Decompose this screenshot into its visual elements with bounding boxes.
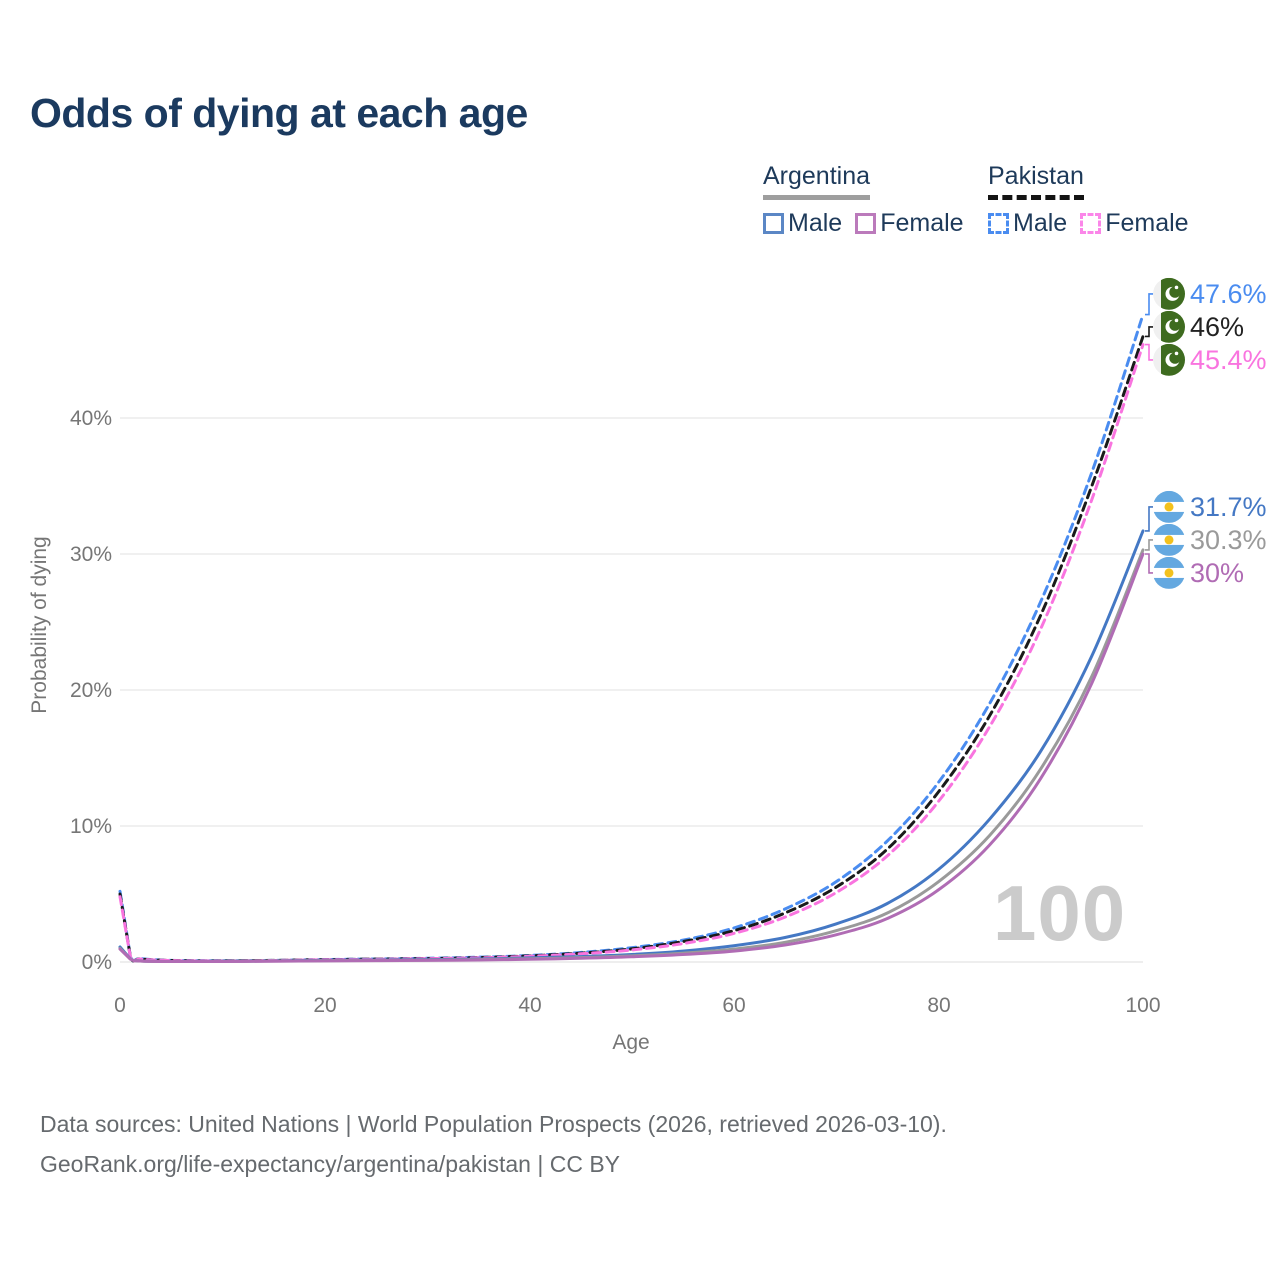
pakistan-female-swatch-icon (1080, 213, 1102, 234)
pakistan-flag-icon (1153, 343, 1185, 376)
footer: Data sources: United Nations | World Pop… (40, 1104, 947, 1184)
series-line-argentina (118, 548, 1145, 964)
series-line-pakistan (118, 334, 1145, 963)
end-label: 47.6% (1190, 279, 1267, 309)
series-layer: 47.6%46%45.4% 31.7%30.3%30% (118, 277, 1267, 964)
end-label: 45.4% (1190, 345, 1267, 375)
y-tick-label: 0% (82, 951, 112, 974)
legend-header-argentina: Argentina (763, 162, 871, 200)
legend-header-pakistan: Pakistan (988, 162, 1084, 200)
age-watermark: 100 (993, 869, 1127, 957)
connector-line (1145, 326, 1153, 338)
connector-line (1145, 343, 1153, 361)
y-tick-label: 20% (70, 679, 112, 702)
y-tick-label: 30% (70, 543, 112, 566)
argentina-male-swatch-icon (763, 213, 784, 234)
legend-item-pakistan-male: Male (988, 209, 1067, 238)
series-line-pakistan-male (118, 313, 1145, 963)
footer-source-line: Data sources: United Nations | World Pop… (40, 1111, 947, 1137)
pakistan-flag-icon (1153, 277, 1185, 310)
connector-line (1145, 539, 1153, 551)
argentina-flag-icon (1153, 523, 1185, 556)
x-tick-label: 80 (927, 994, 950, 1017)
legend-group-argentina: Argentina Male Female (763, 162, 964, 238)
series-line-argentina-male (118, 529, 1145, 964)
gridlines (120, 417, 1143, 963)
end-label: 31.7% (1190, 492, 1267, 522)
series-line-argentina-female (118, 552, 1145, 964)
end-label: 30% (1190, 558, 1244, 588)
x-tick-label: 60 (722, 994, 745, 1017)
x-tick-label: 40 (518, 994, 541, 1017)
legend-item-label: Female (880, 209, 964, 237)
y-tick-label: 10% (70, 815, 112, 838)
y-axis: 0% 10% 20% 30% 40% Probability of dying (28, 407, 112, 974)
page-title: Odds of dying at each age (30, 90, 528, 136)
end-label: 46% (1190, 312, 1244, 342)
legend-item-label: Female (1105, 209, 1189, 237)
legend-row-argentina: Male Female (763, 209, 964, 238)
series-line-pakistan-female (118, 343, 1145, 963)
legend-item-pakistan-female: Female (1080, 209, 1189, 238)
legend-item-argentina-male: Male (763, 209, 842, 238)
legend-item-label: Male (788, 209, 843, 237)
x-tick-label: 100 (1125, 994, 1160, 1017)
legend-group-pakistan: Pakistan Male Female (988, 162, 1189, 238)
x-axis: 0 20 40 60 80 100 Age (114, 994, 1160, 1054)
x-axis-title: Age (612, 1031, 649, 1054)
connector-line (1145, 506, 1153, 532)
argentina-female-swatch-icon (855, 213, 877, 234)
pakistan-flag-icon (1153, 310, 1185, 343)
legend-item-argentina-female: Female (855, 209, 964, 238)
x-tick-label: 0 (114, 994, 126, 1017)
argentina-flag-icon (1153, 490, 1185, 523)
connector-line (1145, 293, 1153, 316)
y-tick-label: 40% (70, 407, 112, 430)
footer-url-line: GeoRank.org/life-expectancy/argentina/pa… (40, 1151, 620, 1177)
connector-line (1145, 553, 1153, 574)
y-axis-title: Probability of dying (28, 536, 51, 713)
legend-row-pakistan: Male Female (988, 209, 1189, 238)
x-tick-label: 20 (313, 994, 336, 1017)
end-label: 30.3% (1190, 525, 1267, 555)
legend-item-label: Male (1013, 209, 1068, 237)
argentina-flag-icon (1153, 556, 1185, 589)
pakistan-male-swatch-icon (988, 213, 1009, 234)
